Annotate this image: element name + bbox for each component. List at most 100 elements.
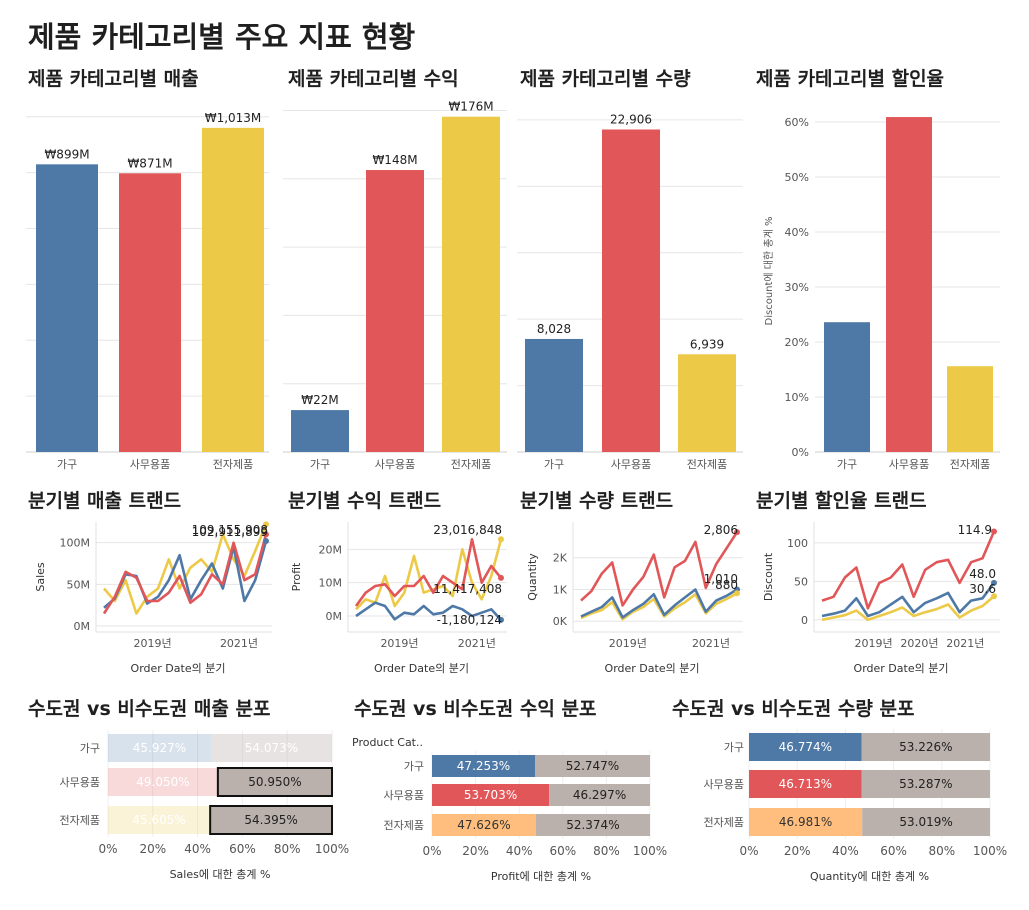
sales_bar-data-label: ₩899M bbox=[44, 147, 89, 161]
sales_dist-xtick-label: 80% bbox=[274, 842, 301, 856]
sales_trend-xlabel: Order Date의 분기 bbox=[131, 662, 226, 675]
sales_trend-ytick-label: 100M bbox=[60, 537, 91, 550]
profit_trend-xtick-label: 2021년 bbox=[458, 637, 496, 650]
sales_trend-ytick-label: 50M bbox=[67, 578, 91, 591]
sales_dist-label-non-metro: 50.950% bbox=[248, 775, 301, 789]
disc_trend-value-annotation: 48.0 bbox=[969, 567, 996, 581]
qty_trend-line-office bbox=[580, 531, 739, 607]
sales_dist-label-metro: 45.927% bbox=[133, 741, 186, 755]
qty_dist-bar-non-metro bbox=[861, 733, 990, 761]
profit_dist-label-metro: 47.626% bbox=[457, 818, 510, 832]
disc_bar-ytick-label: 10% bbox=[785, 391, 809, 404]
page-title: 제품 카테고리별 주요 지표 현황 bbox=[28, 20, 416, 54]
panel-title-qty-trend: 분기별 수량 트랜드 bbox=[520, 490, 674, 512]
panel-title-sales-dist: 수도권 vs 비수도권 매출 분포 bbox=[28, 698, 271, 720]
profit_trend-ytick-label: 0M bbox=[326, 610, 343, 623]
profit_bar-category-label: 가구 bbox=[310, 458, 330, 471]
profit_dist-label-non-metro: 46.297% bbox=[573, 788, 626, 802]
sales_trend-ytick-label: 0M bbox=[74, 620, 91, 633]
disc_trend-end-point bbox=[991, 593, 997, 600]
profit_dist-label-metro: 53.703% bbox=[464, 788, 517, 802]
panel-title-sales-bar: 제품 카테고리별 매출 bbox=[28, 68, 199, 90]
disc_bar-ylabel: Discount에 대한 총계 % bbox=[763, 217, 775, 326]
disc_trend-end-point bbox=[991, 528, 997, 535]
qty_trend-end-point bbox=[734, 590, 740, 597]
qty_trend-ytick-label: 1K bbox=[553, 583, 568, 596]
profit_trend-value-annotation: 23,016,848 bbox=[433, 523, 502, 537]
qty_dist-bar-non-metro bbox=[861, 770, 990, 798]
disc_bar-category-label: 가구 bbox=[837, 458, 857, 471]
sales_trend-value-annotation: 109,155,908 bbox=[192, 523, 268, 537]
profit_dist-xtick-label: 20% bbox=[462, 844, 489, 858]
disc_bar-ytick-label: 20% bbox=[785, 336, 809, 349]
sales_dist-bar-non-metro bbox=[216, 767, 333, 797]
sales_dist-category-label: 가구 bbox=[80, 742, 100, 755]
profit_dist-xtick-label: 80% bbox=[593, 844, 620, 858]
qty_dist-bar-metro bbox=[749, 733, 862, 761]
qty_bar-data-label: 8,028 bbox=[537, 322, 571, 336]
sales_bar-bar bbox=[119, 173, 181, 452]
qty_bar-category-label: 전자제품 bbox=[687, 458, 727, 471]
disc_bar-category-label: 전자제품 bbox=[950, 458, 990, 471]
profit_bar-data-label: ₩176M bbox=[448, 100, 493, 114]
profit_dist-label-metro: 47.253% bbox=[457, 759, 510, 773]
qty_dist-bar-metro bbox=[749, 770, 862, 798]
disc_bar-bar bbox=[947, 366, 993, 452]
disc_trend-line-office bbox=[821, 530, 996, 610]
profit_trend-ylabel: Profit bbox=[290, 562, 303, 591]
profit_dist-bar-metro bbox=[432, 755, 536, 777]
profit_dist-xtick-label: 0% bbox=[422, 844, 441, 858]
profit_dist-bar-non-metro bbox=[535, 755, 650, 777]
profit_dist-bar-metro bbox=[432, 784, 550, 806]
qty_dist-label-non-metro: 53.287% bbox=[899, 777, 952, 791]
sales_bar-category-label: 가구 bbox=[57, 458, 77, 471]
profit_bar-data-label: ₩22M bbox=[301, 393, 339, 407]
qty_dist-xtick-label: 80% bbox=[928, 844, 955, 858]
disc_trend-ylabel: Discount bbox=[762, 552, 775, 601]
qty_dist-xtick-label: 20% bbox=[784, 844, 811, 858]
sales_dist-xtick-label: 0% bbox=[98, 842, 117, 856]
profit_trend-xtick-label: 2019년 bbox=[380, 637, 418, 650]
disc_bar-category-label: 사무용품 bbox=[889, 458, 929, 471]
qty_trend-xtick-label: 2021년 bbox=[692, 637, 730, 650]
sales_trend-xtick-label: 2021년 bbox=[220, 637, 258, 650]
qty_dist-category-label: 가구 bbox=[724, 741, 744, 754]
qty_bar-data-label: 22,906 bbox=[610, 112, 652, 126]
profit_dist-xlabel: Profit에 대한 총계 % bbox=[491, 870, 591, 883]
disc_trend-xtick-label: 2021년 bbox=[946, 637, 984, 650]
disc_trend-value-annotation: 30.6 bbox=[969, 582, 996, 596]
profit_trend-line-office bbox=[354, 537, 503, 607]
disc_trend-value-annotation: 114.9 bbox=[958, 523, 992, 537]
sales_dist-xtick-label: 60% bbox=[229, 842, 256, 856]
profit_trend-value-annotation: 11,417,408 bbox=[433, 582, 502, 596]
sales_trend-line-office bbox=[102, 533, 268, 615]
qty_trend-line-tech bbox=[580, 592, 738, 621]
sales_bar-bar bbox=[202, 127, 264, 452]
sales_dist-xlabel: Sales에 대한 총계 % bbox=[170, 868, 271, 881]
panel-title-profit-dist: 수도권 vs 비수도권 수익 분포 bbox=[354, 698, 597, 720]
profit_trend-ytick-label: 20M bbox=[319, 543, 343, 556]
qty_trend-line-furniture bbox=[580, 588, 738, 619]
disc_trend-xtick-label: 2019년 bbox=[855, 637, 893, 650]
profit_bar-category-label: 사무용품 bbox=[375, 458, 415, 471]
disc_trend-xlabel: Order Date의 분기 bbox=[854, 662, 949, 675]
qty_bar-category-label: 가구 bbox=[544, 458, 564, 471]
profit_dist-category-label: 사무용품 bbox=[384, 789, 424, 802]
panel-title-qty-bar: 제품 카테고리별 수량 bbox=[520, 68, 691, 90]
disc_trend-ytick-label: 100 bbox=[787, 537, 808, 550]
sales_dist-xtick-label: 40% bbox=[184, 842, 211, 856]
qty_trend-xlabel: Order Date의 분기 bbox=[605, 662, 700, 675]
sales_dist-bar-non-metro bbox=[209, 805, 333, 835]
profit_dist-label-non-metro: 52.374% bbox=[566, 818, 619, 832]
qty_dist-label-non-metro: 53.226% bbox=[899, 740, 952, 754]
sales_bar-data-label: ₩871M bbox=[127, 156, 172, 170]
qty_trend-value-annotation: 2,806 bbox=[704, 523, 738, 537]
disc_bar-bar bbox=[886, 117, 932, 453]
sales_dist-label-metro: 45.605% bbox=[132, 813, 185, 827]
disc_trend-xtick-label: 2020년 bbox=[900, 637, 938, 650]
disc_bar-ytick-label: 30% bbox=[785, 281, 809, 294]
sales_trend-end-point bbox=[263, 538, 269, 544]
profit_bar-bar bbox=[291, 410, 349, 452]
sales_dist-xtick-label: 20% bbox=[139, 842, 166, 856]
